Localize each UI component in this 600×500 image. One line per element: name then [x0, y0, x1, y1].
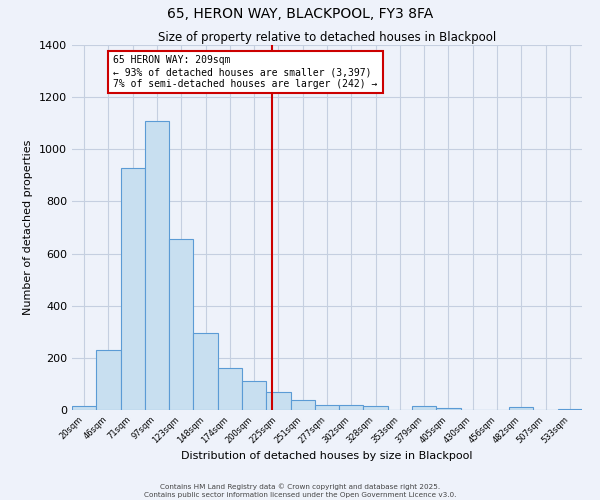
- Bar: [290, 400, 315, 410]
- Bar: [169, 239, 193, 410]
- Bar: [339, 405, 364, 410]
- Bar: [193, 333, 218, 410]
- Text: 65 HERON WAY: 209sqm
← 93% of detached houses are smaller (3,397)
7% of semi-det: 65 HERON WAY: 209sqm ← 93% of detached h…: [113, 56, 377, 88]
- Bar: [509, 407, 533, 410]
- Bar: [364, 406, 388, 410]
- Text: Contains HM Land Registry data © Crown copyright and database right 2025.
Contai: Contains HM Land Registry data © Crown c…: [144, 484, 456, 498]
- X-axis label: Distribution of detached houses by size in Blackpool: Distribution of detached houses by size …: [181, 450, 473, 460]
- Bar: [315, 405, 339, 410]
- Bar: [266, 392, 290, 410]
- Bar: [121, 168, 145, 410]
- Bar: [412, 406, 436, 410]
- Bar: [72, 406, 96, 410]
- Bar: [436, 408, 461, 410]
- Bar: [145, 120, 169, 410]
- Bar: [96, 350, 121, 410]
- Bar: [558, 408, 582, 410]
- Y-axis label: Number of detached properties: Number of detached properties: [23, 140, 34, 315]
- Bar: [218, 368, 242, 410]
- Bar: [242, 382, 266, 410]
- Text: 65, HERON WAY, BLACKPOOL, FY3 8FA: 65, HERON WAY, BLACKPOOL, FY3 8FA: [167, 8, 433, 22]
- Title: Size of property relative to detached houses in Blackpool: Size of property relative to detached ho…: [158, 31, 496, 44]
